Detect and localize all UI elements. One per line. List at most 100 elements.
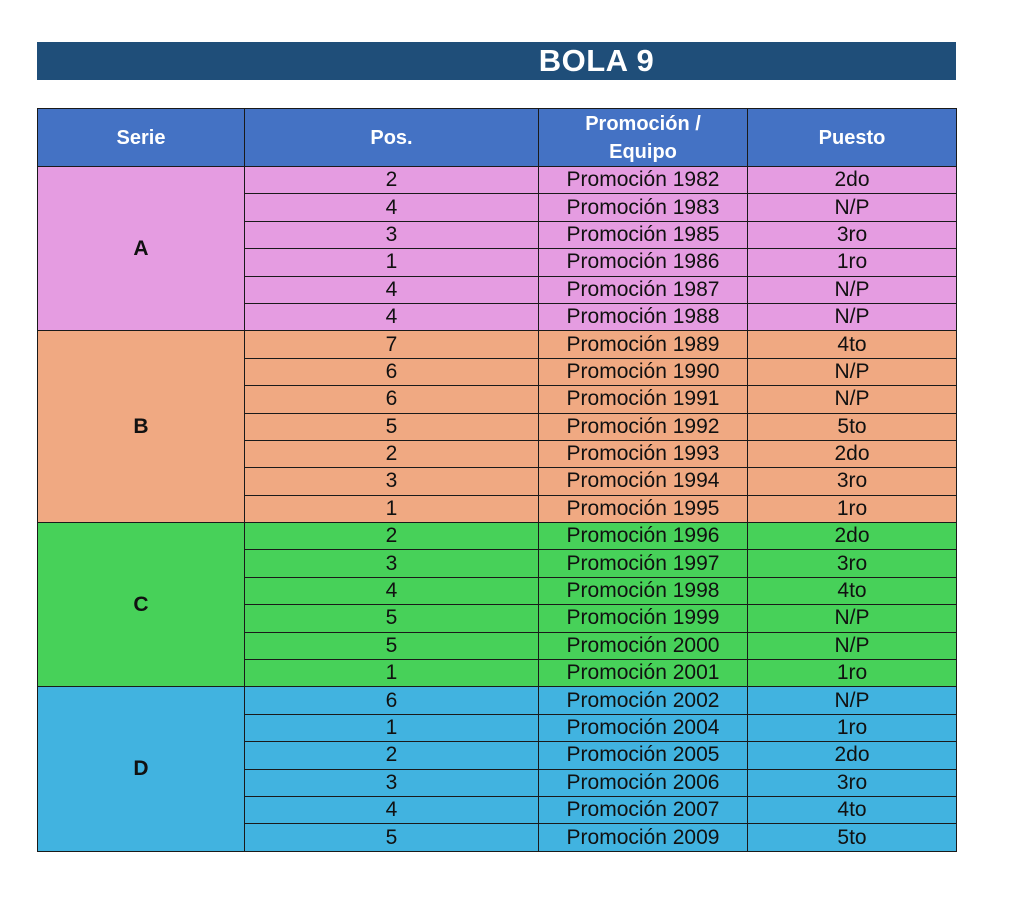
promocion-cell: Promoción 2007: [538, 795, 748, 825]
table-row: 1 Promoción 2004 1ro: [38, 713, 957, 743]
standings-table: Serie Pos. Promoción / Equipo Puesto A 2 Pr…: [37, 108, 957, 852]
table-row: B 7 Promoción 1989 4to: [37, 330, 957, 524]
pos-cell: 2: [244, 741, 539, 770]
promocion-cell: Promoción 1994: [538, 467, 748, 496]
puesto-cell: N/P: [747, 631, 957, 661]
serie-label: B: [37, 330, 245, 524]
pos-cell: 6: [244, 686, 539, 715]
promocion-cell: Promoción 1987: [538, 275, 748, 304]
puesto-cell: 3ro: [747, 220, 957, 250]
puesto-cell: N/P: [747, 193, 957, 222]
header-promocion-line2: Equipo: [609, 140, 677, 163]
pos-cell: 5: [244, 412, 539, 441]
promocion-cell: Promoción 1989: [538, 330, 748, 359]
puesto-cell: 4to: [747, 795, 957, 825]
pos-cell: 1: [244, 659, 539, 688]
pos-cell: 4: [244, 275, 539, 304]
pos-cell: 1: [244, 248, 539, 277]
table-row: 1 Promoción 1986 1ro: [38, 248, 957, 277]
promocion-cell: Promoción 2001: [538, 659, 748, 688]
pos-cell: 4: [244, 193, 539, 222]
pos-cell: 5: [244, 631, 539, 661]
table-row: 3 Promoción 1994 3ro: [38, 467, 957, 496]
puesto-cell: 2do: [747, 439, 957, 469]
puesto-cell: 2do: [747, 165, 957, 195]
puesto-cell: 2do: [747, 741, 957, 770]
pos-cell: 2: [244, 439, 539, 469]
table-row: 5 Promoción 1992 5to: [38, 412, 957, 441]
promocion-cell: Promoción 1983: [538, 193, 748, 222]
table-row: D 6 Promoción 2002 N/P: [37, 686, 957, 852]
promocion-cell: Promoción 1992: [538, 412, 748, 441]
pos-cell: 5: [244, 823, 539, 852]
puesto-cell: 4to: [747, 330, 957, 359]
table-row: 1 Promoción 1995 1ro: [38, 494, 957, 524]
puesto-cell: 5to: [747, 823, 957, 852]
pos-cell: 2: [244, 165, 539, 195]
promocion-cell: Promoción 1982: [538, 165, 748, 195]
pos-cell: 7: [244, 330, 539, 359]
puesto-cell: 3ro: [747, 768, 957, 797]
table-row: 1 Promoción 2001 1ro: [38, 659, 957, 688]
title-bar: BOLA 9: [37, 42, 956, 80]
puesto-cell: 1ro: [747, 659, 957, 688]
puesto-cell: 5to: [747, 412, 957, 441]
puesto-cell: 4to: [747, 576, 957, 606]
pos-cell: 3: [244, 768, 539, 797]
promocion-cell: Promoción 1995: [538, 494, 748, 524]
pos-cell: 5: [244, 604, 539, 633]
puesto-cell: N/P: [747, 686, 957, 715]
pos-cell: 1: [244, 494, 539, 524]
table-row: A 2 Promoción 1982 2do: [37, 165, 957, 332]
pos-cell: 4: [244, 302, 539, 332]
promocion-cell: Promoción 1991: [538, 385, 748, 414]
puesto-cell: 1ro: [747, 494, 957, 524]
pos-cell: 3: [244, 220, 539, 250]
promocion-cell: Promoción 1999: [538, 604, 748, 633]
table-row: 3 Promoción 1997 3ro: [38, 549, 957, 578]
promocion-cell: Promoción 1985: [538, 220, 748, 250]
puesto-cell: N/P: [747, 357, 957, 387]
promocion-cell: Promoción 2005: [538, 741, 748, 770]
table-row: 6 Promoción 1990 N/P: [38, 357, 957, 387]
serie-label: C: [37, 522, 245, 688]
puesto-cell: N/P: [747, 604, 957, 633]
header-row: Serie Pos. Promoción / Equipo Puesto: [37, 108, 957, 167]
serie-label: D: [37, 686, 245, 852]
promocion-cell: Promoción 1986: [538, 248, 748, 277]
promocion-cell: Promoción 2004: [538, 713, 748, 743]
promocion-cell: Promoción 2002: [538, 686, 748, 715]
puesto-cell: 1ro: [747, 713, 957, 743]
puesto-cell: N/P: [747, 302, 957, 332]
pos-cell: 1: [244, 713, 539, 743]
promocion-cell: Promoción 1993: [538, 439, 748, 469]
header-promocion-line1: Promoción /: [585, 112, 701, 135]
puesto-cell: N/P: [747, 275, 957, 304]
table-row: C 2 Promoción 1996 2do: [37, 522, 957, 688]
pos-cell: 6: [244, 385, 539, 414]
pos-cell: 2: [244, 522, 539, 551]
table-row: 5 Promoción 2000 N/P: [38, 631, 957, 661]
serie-label: A: [37, 165, 245, 332]
table-row: 4 Promoción 1987 N/P: [38, 275, 957, 304]
pos-cell: 3: [244, 549, 539, 578]
puesto-cell: N/P: [747, 385, 957, 414]
promocion-cell: Promoción 2000: [538, 631, 748, 661]
page-title: BOLA 9: [538, 43, 655, 78]
promocion-cell: Promoción 1996: [538, 522, 748, 551]
promocion-cell: Promoción 1997: [538, 549, 748, 578]
header-promocion: Promoción / Equipo: [538, 108, 748, 167]
promocion-cell: Promoción 1988: [538, 302, 748, 332]
puesto-cell: 1ro: [747, 248, 957, 277]
table-row: 3 Promoción 2006 3ro: [38, 768, 957, 797]
header-serie: Serie: [37, 108, 245, 167]
table-row: 5 Promoción 2009 5to: [38, 823, 957, 852]
puesto-cell: 3ro: [747, 549, 957, 578]
table-row: 2 Promoción 2005 2do: [38, 741, 957, 770]
pos-cell: 6: [244, 357, 539, 387]
table-row: 6 Promoción 1991 N/P: [38, 385, 957, 414]
header-pos: Pos.: [244, 108, 539, 167]
promocion-cell: Promoción 2009: [538, 823, 748, 852]
table-row: 4 Promoción 2007 4to: [38, 795, 957, 825]
table-row: 3 Promoción 1985 3ro: [38, 220, 957, 250]
